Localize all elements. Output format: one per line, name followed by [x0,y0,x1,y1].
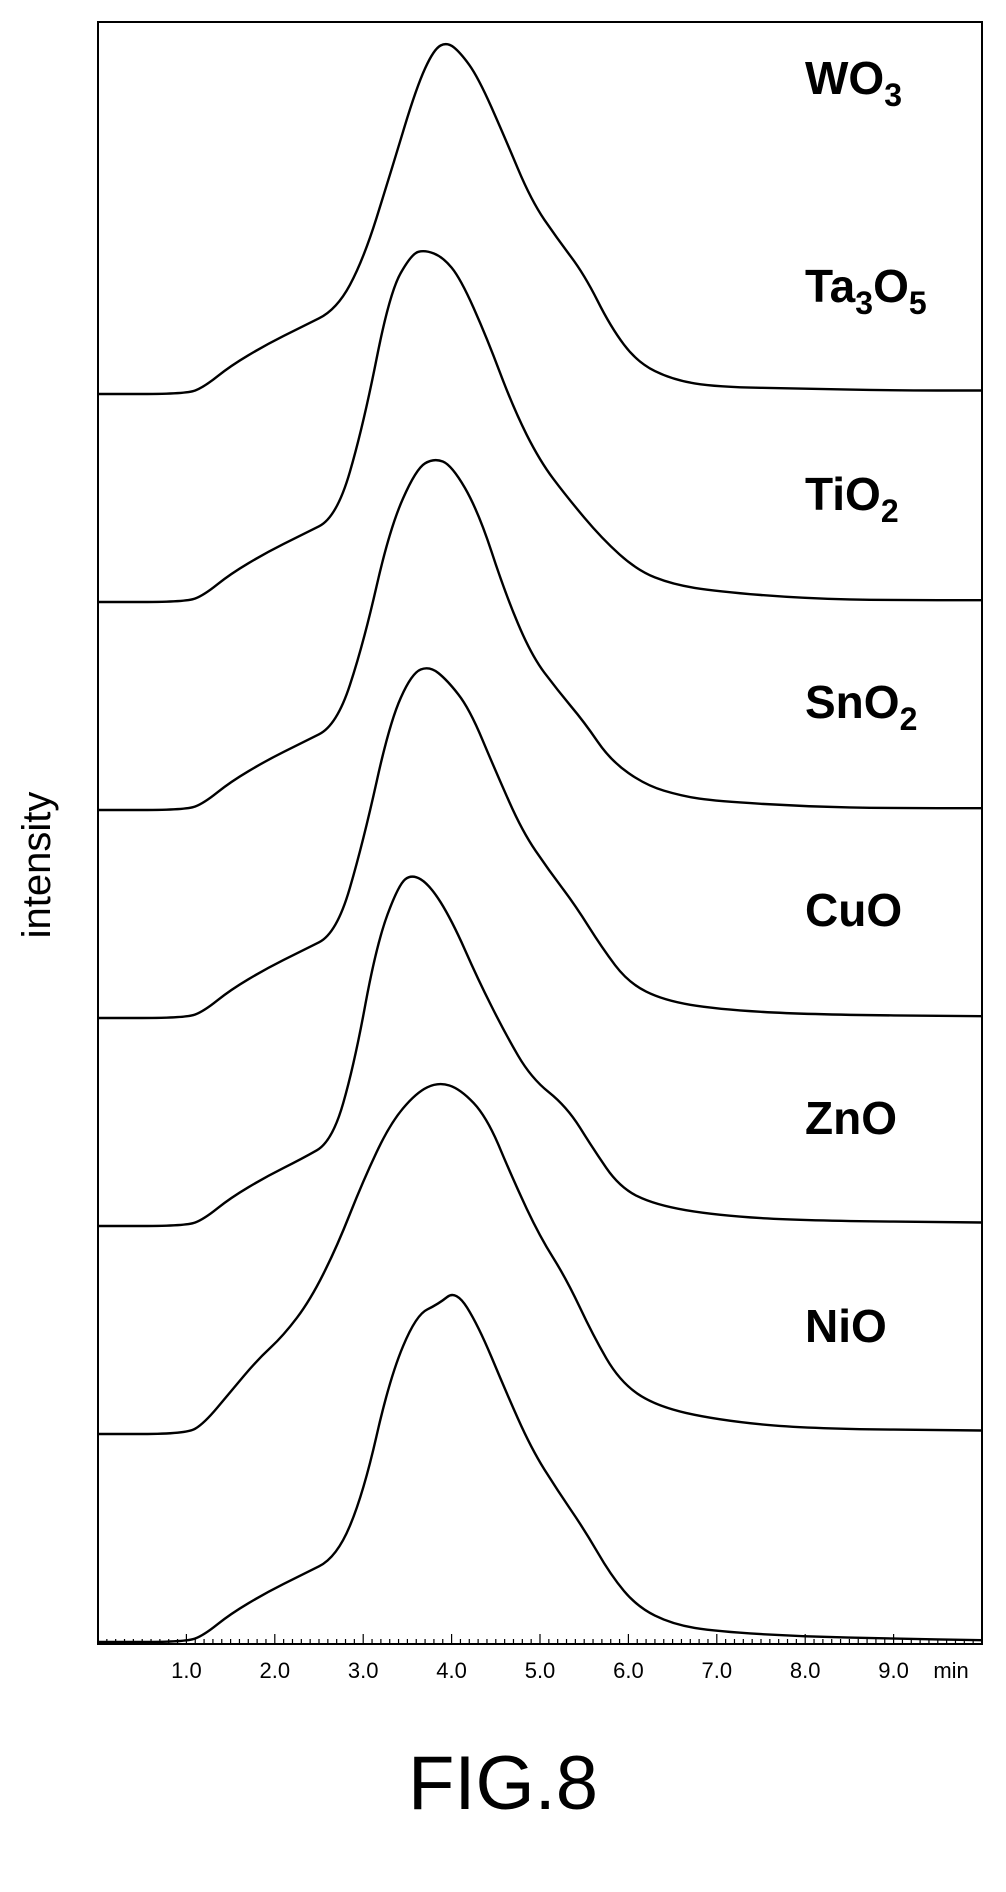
x-tick-label: 9.0 [878,1658,909,1683]
x-tick-label: 7.0 [702,1658,733,1683]
traces [97,42,983,1644]
series-label-nio: NiO [805,1300,887,1352]
x-tick-label: 4.0 [436,1658,467,1683]
trace-sno2 [97,667,983,1020]
x-tick-label: 8.0 [790,1658,821,1683]
trace-tio2 [98,458,982,812]
x-tick-label: 6.0 [613,1658,644,1683]
y-axis-label: intensity [15,792,59,939]
series-label-cuo: CuO [805,884,902,936]
trace-nio [98,1293,983,1644]
series-labels: WO3 Ta3O5 TiO2 SnO2 CuO ZnO NiO [805,52,927,1352]
trace-cuo [98,875,983,1228]
trace-wo3 [98,42,982,396]
x-axis: 1.0 2.0 3.0 4.0 5.0 6.0 7.0 8.0 9.0 min [97,1634,983,1683]
x-tick-label: 1.0 [171,1658,202,1683]
x-unit-label: min [933,1658,968,1683]
x-tick-label: 2.0 [260,1658,291,1683]
series-label-wo3: WO3 [805,52,902,113]
trace-ta3o5 [97,249,982,604]
series-label-ta3o5: Ta3O5 [805,260,927,321]
x-tick-label: 5.0 [525,1658,556,1683]
x-tick-label: 3.0 [348,1658,379,1683]
series-label-tio2: TiO2 [805,468,899,529]
series-label-zno: ZnO [805,1092,897,1144]
trace-zno [97,1082,983,1436]
series-label-sno2: SnO2 [805,676,917,737]
figure-caption: FIG.8 [407,1741,599,1826]
